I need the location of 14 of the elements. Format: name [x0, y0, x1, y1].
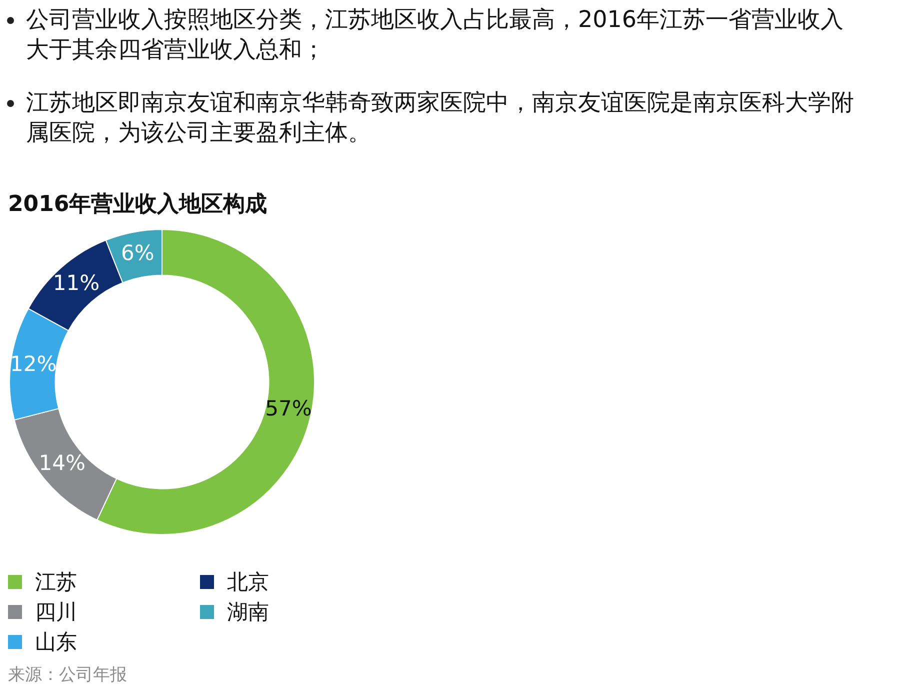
legend-label: 山东 — [35, 629, 77, 656]
data-label: 6% — [121, 241, 154, 266]
chart-title: 2016年营业收入地区构成 — [8, 191, 268, 219]
data-label: 14% — [38, 451, 86, 476]
legend-label: 四川 — [35, 599, 77, 626]
data-label: 12% — [10, 352, 57, 376]
data-label: 11% — [52, 271, 100, 296]
text: 江苏地区即南京友谊和南京华韩奇致两家医院中，南京友谊医院是南京医科大学附属医院，为该公司主要盈利主体。 — [26, 89, 855, 148]
text: 公司营业收入按照地区分类，江苏地区收入占比最高，2016年江苏一省营业收入大于其余四省营业收入总和； — [26, 6, 845, 65]
source-note: 来源：公司年报 — [8, 664, 127, 687]
legend-label: 湖南 — [227, 599, 269, 626]
legend-label: 北京 — [227, 569, 269, 596]
data-label: 57% — [265, 396, 312, 421]
legend-label: 江苏 — [35, 569, 77, 596]
